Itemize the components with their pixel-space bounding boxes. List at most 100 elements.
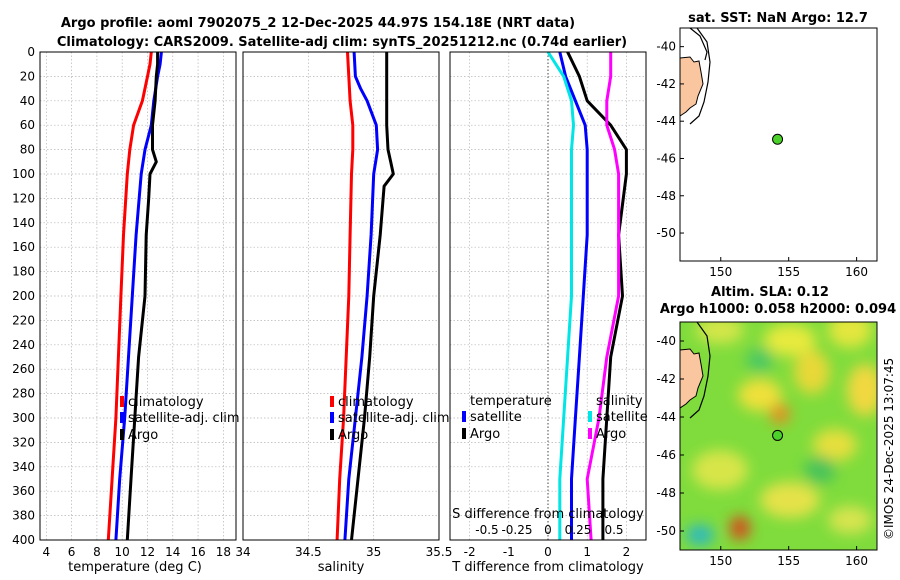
tasmania-land — [679, 56, 704, 117]
series-line-climatology — [335, 52, 355, 540]
series-line-temperature-satellite — [558, 52, 589, 540]
legend-swatch-climatology — [120, 396, 124, 407]
depth-tick-label: 20 — [20, 69, 35, 83]
difference-lines — [546, 52, 628, 540]
x-tick-label: 8 — [93, 545, 101, 559]
sla-blob — [686, 525, 714, 545]
x-tick-label: 160 — [845, 265, 868, 279]
series-line-climatology — [106, 52, 153, 540]
sla-map-panel: Altim. SLA: 0.12 Argo h1000: 0.058 h2000… — [656, 285, 896, 568]
x-tick-label: 4 — [43, 545, 51, 559]
legend-label-satellite-adj: satellite-adj. clim — [338, 411, 450, 426]
depth-tick-label: 380 — [12, 509, 35, 523]
depth-tick-label: 160 — [12, 240, 35, 254]
legend-swatch-salinity-satellite — [588, 411, 592, 422]
legend-swatch-argo — [330, 429, 334, 440]
sla-blob — [813, 429, 857, 461]
x-tick-label: 160 — [845, 554, 868, 568]
depth-tick-label: 120 — [12, 191, 35, 205]
sst-map-title: sat. SST: NaN Argo: 12.7 — [688, 11, 868, 26]
x-tick-label: 16 — [190, 545, 205, 559]
sla-blob — [828, 322, 872, 348]
top-x-tick-label: 0.25 — [565, 523, 592, 537]
main-subtitle: Climatology: CARS2009. Satellite-adj cli… — [57, 35, 627, 50]
sla-blob — [730, 516, 750, 540]
t-difference-axis-label: T difference from climatology — [451, 560, 644, 575]
x-tick-label: 10 — [115, 545, 130, 559]
top-x-tick-label: 0 — [544, 523, 552, 537]
mainland-coast — [689, 27, 708, 61]
argo-float-marker — [772, 133, 784, 145]
legend-swatch-temperature-argo — [462, 428, 466, 439]
sst-map-tick-labels: 150 155 160 -40 -42 -44 -46 -48 -50 — [656, 40, 868, 279]
depth-tick-label: 280 — [12, 387, 35, 401]
top-x-tick-label: 0.5 — [604, 523, 623, 537]
salinity-tick-labels: 34 34.5 35 35.5 — [235, 545, 452, 559]
sla-blob — [828, 506, 872, 534]
t-difference-tick-labels: -2 -1 0 1 2 — [464, 545, 631, 559]
s-difference-axis-label: S difference from climatology — [452, 507, 644, 522]
imos-credit: ©IMOS 24-Dec-2025 13:07:45 — [882, 358, 896, 540]
legend-label-temperature-argo: Argo — [470, 427, 500, 442]
sla-map-axes-box — [679, 321, 878, 551]
legend-label-argo: Argo — [128, 428, 158, 443]
x-tick-label: 34.5 — [295, 545, 322, 559]
main-title: Argo profile: aoml 7902075_2 12-Dec-2025… — [61, 16, 575, 31]
sla-map-subtitle: Argo h1000: 0.058 h2000: 0.094 — [660, 302, 896, 317]
depth-tick-label: 240 — [12, 338, 35, 352]
x-tick-label: -1 — [503, 545, 515, 559]
salinity-legend: climatology satellite-adj. clim Argo — [330, 395, 450, 443]
legend-label-climatology: climatology — [128, 395, 204, 410]
top-x-tick-label: -0.25 — [501, 523, 532, 537]
depth-tick-label: 400 — [12, 533, 35, 547]
salinity-lines — [335, 52, 395, 540]
series-line-temperature-argo — [566, 52, 628, 540]
x-tick-label: 155 — [777, 554, 800, 568]
x-tick-label: 0 — [544, 545, 552, 559]
y-tick-label: -44 — [656, 114, 676, 128]
shelf-contour — [689, 27, 711, 125]
y-tick-label: -44 — [656, 410, 676, 424]
depth-tick-labels: 0 20 40 60 80 100 120 140 160 180 200 220 240 260 280 3… — [12, 45, 35, 547]
temperature-axes-box — [39, 51, 237, 541]
sla-blob — [746, 348, 774, 372]
y-tick-label: -42 — [656, 372, 676, 386]
temperature-axis-label: temperature (deg C) — [68, 560, 202, 575]
depth-tick-label: 60 — [20, 118, 35, 132]
depth-tick-label: 300 — [12, 411, 35, 425]
sla-heatmap — [680, 322, 877, 550]
salinity-axis-label: salinity — [318, 560, 365, 575]
x-tick-label: 1 — [583, 545, 591, 559]
sla-blob — [770, 404, 790, 424]
x-tick-label: 150 — [709, 265, 732, 279]
legend-swatch-argo — [120, 429, 124, 440]
difference-axes-box — [449, 51, 647, 541]
x-tick-label: 34 — [235, 545, 250, 559]
legend-label-salinity-argo: Argo — [596, 427, 626, 442]
x-tick-label: 155 — [777, 265, 800, 279]
x-tick-label: 18 — [216, 545, 231, 559]
y-tick-label: -40 — [656, 334, 676, 348]
sla-blob — [738, 379, 782, 411]
series-line-salinity-satellite — [546, 52, 575, 540]
legend-swatch-climatology — [330, 396, 334, 407]
x-tick-label: 35 — [366, 545, 381, 559]
legend-swatch-salinity-argo — [588, 428, 592, 439]
temperature-tick-labels: 4 6 8 10 12 14 16 18 — [43, 545, 231, 559]
sla-blob — [696, 322, 744, 344]
depth-tick-label: 220 — [12, 313, 35, 327]
temperature-legend: climatology satellite-adj. clim Argo — [120, 395, 240, 443]
legend-label-temperature-satellite: satellite — [470, 410, 522, 425]
difference-panel: -2 -1 0 1 2 -0.5 -0.25 0 0.25 0.5 S difference f… — [449, 51, 648, 575]
legend-swatch-satellite-adj — [330, 412, 334, 423]
difference-legend: temperature satellite Argo salinity sate… — [462, 394, 648, 442]
legend-title-salinity: salinity — [596, 394, 643, 409]
sla-map-title: Altim. SLA: 0.12 — [711, 285, 829, 300]
y-tick-label: -42 — [656, 77, 676, 91]
x-tick-label: 12 — [140, 545, 155, 559]
sst-map-axes-box — [679, 27, 878, 262]
x-tick-label: 6 — [68, 545, 76, 559]
sla-blob — [692, 450, 748, 490]
y-tick-label: -40 — [656, 40, 676, 54]
